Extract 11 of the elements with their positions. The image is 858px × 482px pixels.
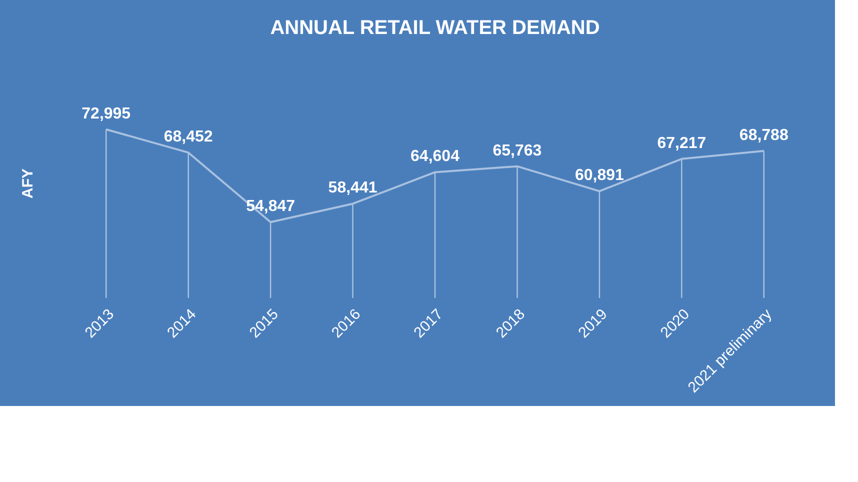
data-label: 68,788 xyxy=(739,126,788,144)
y-axis-title: AFY xyxy=(20,168,36,198)
data-label: 68,452 xyxy=(164,128,213,146)
data-label: 65,763 xyxy=(492,142,542,160)
data-label: 60,891 xyxy=(574,167,624,184)
data-label: 64,604 xyxy=(410,148,460,166)
data-label: 72,995 xyxy=(82,105,131,122)
data-label: 54,847 xyxy=(246,198,296,216)
data-label: 58,441 xyxy=(328,180,378,197)
chart-title: ANNUAL RETAIL WATER DEMAND xyxy=(270,17,600,39)
data-label: 67,217 xyxy=(657,134,706,152)
